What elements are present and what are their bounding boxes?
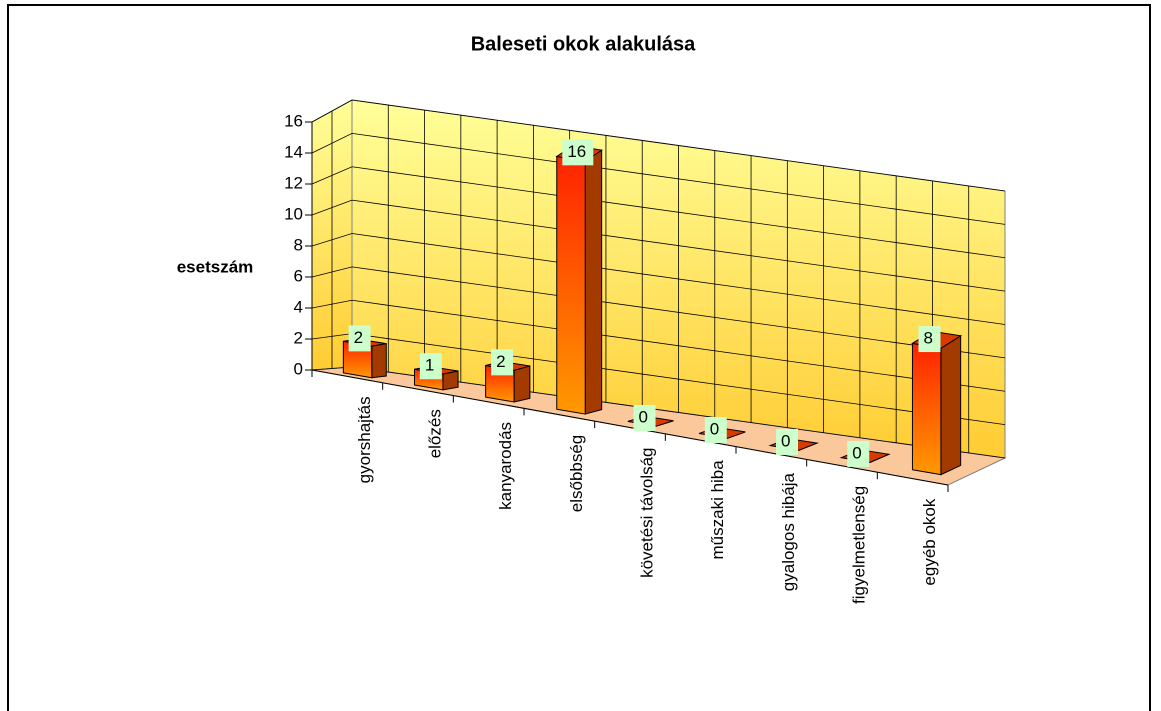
y-axis-label: esetszám (177, 257, 254, 276)
chart-title: Baleseti okok alakulása (471, 33, 696, 55)
grid-line (311, 166, 1006, 259)
y-tick-label: 6 (294, 266, 303, 285)
y-tick-label: 8 (294, 235, 303, 254)
grid-line (311, 132, 1006, 225)
value-label: 2 (354, 328, 363, 347)
value-label: 0 (639, 407, 648, 426)
bar (911, 330, 963, 476)
value-label-bg (562, 139, 594, 166)
value-label: 0 (781, 431, 790, 450)
x-axis (311, 369, 949, 486)
value-label-bg (491, 349, 514, 376)
x-tick-label: gyalogos hibája (779, 473, 798, 592)
value-label: 0 (852, 443, 861, 462)
value-label: 1 (425, 356, 434, 375)
x-tick-label: figyelmetlenség (849, 486, 868, 604)
value-label-bg (776, 428, 799, 455)
value-label-bg (348, 325, 371, 352)
value-label: 0 (710, 419, 719, 438)
x-tick-label: előzés (425, 409, 444, 458)
y-tick-label: 14 (284, 142, 303, 161)
value-label: 16 (567, 142, 586, 161)
grid-line (311, 99, 1006, 192)
grid-line (311, 233, 1006, 325)
bar-front (911, 342, 942, 476)
value-label: 2 (496, 352, 505, 371)
x-tick-label: követési távolság (637, 448, 656, 578)
x-tick-label: gyorshajtás (355, 396, 374, 483)
x-tick-label: elsőbbség (567, 435, 586, 513)
grid-line (311, 299, 1006, 392)
value-label-bg (847, 440, 870, 467)
bar-side (584, 149, 603, 415)
bar (555, 145, 603, 415)
y-tick-label: 0 (294, 359, 303, 378)
grid-line (311, 199, 1006, 292)
value-label-bg (633, 405, 656, 431)
y-tick-label: 10 (284, 204, 303, 223)
y-tick-label: 16 (284, 111, 303, 130)
value-label-bg (704, 416, 727, 443)
value-label: 8 (923, 329, 932, 348)
x-tick-label: műszaki hiba (708, 460, 727, 560)
x-tick-label: kanyarodás (496, 422, 515, 510)
y-tick-label: 4 (294, 297, 303, 316)
value-label-bg (419, 353, 442, 380)
bar-front (556, 155, 586, 415)
y-tick-label: 12 (284, 173, 303, 192)
grid-line (311, 266, 1006, 359)
x-tick-label: egyéb okok (920, 498, 939, 585)
bar-side (371, 343, 387, 379)
bar-side (940, 334, 962, 476)
bar-side (513, 365, 531, 403)
value-label-bg (918, 326, 941, 353)
y-tick-label: 2 (294, 328, 303, 347)
